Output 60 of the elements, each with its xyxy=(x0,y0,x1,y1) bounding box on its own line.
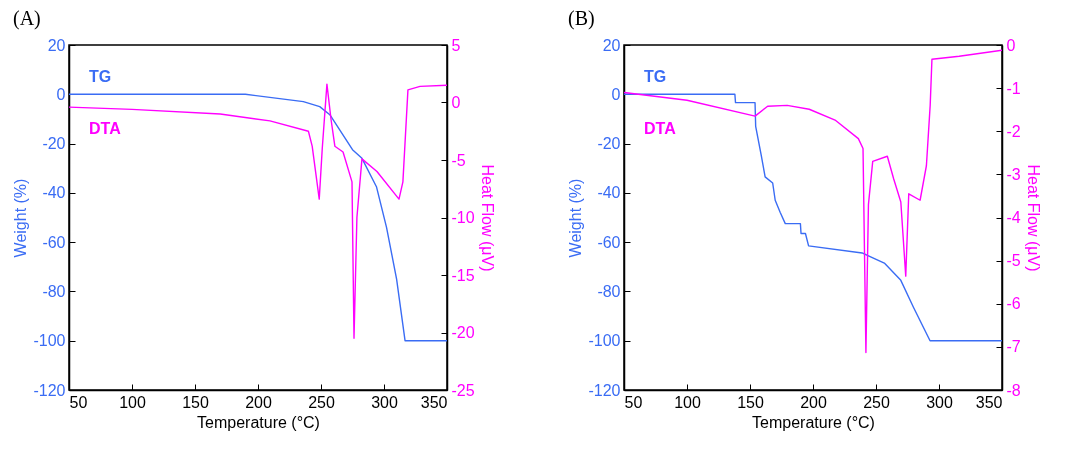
x-tick-label: 200 xyxy=(800,393,827,411)
x-tick-label: 300 xyxy=(371,393,398,411)
y-axis-title: Weight (%) xyxy=(12,178,30,258)
y2-tick-label: 0 xyxy=(1006,36,1016,54)
y2-tick-label: -1 xyxy=(1006,79,1021,97)
y-tick-label: 0 xyxy=(611,85,621,103)
y2-tick-label: -5 xyxy=(1006,252,1021,270)
series-label: DTA xyxy=(644,120,677,137)
x-tick-label: 50 xyxy=(69,393,88,411)
y-tick-label: -100 xyxy=(33,332,66,350)
y2-tick-label: -5 xyxy=(451,151,466,169)
y-tick-label: 20 xyxy=(602,36,621,54)
x-axis-title: Temperature (°C) xyxy=(752,413,875,431)
x-tick-label: 350 xyxy=(420,393,448,411)
x-tick-label: 100 xyxy=(674,393,701,411)
y-tick-label: 20 xyxy=(47,36,66,54)
y2-tick-label: 0 xyxy=(451,94,461,111)
y2-tick-label: -4 xyxy=(1006,209,1021,226)
series-label: TG xyxy=(89,68,112,85)
y2-tick-label: -10 xyxy=(451,209,475,226)
y-tick-label: -80 xyxy=(42,282,66,300)
x-tick-label: 100 xyxy=(119,393,146,411)
y-tick-label: -120 xyxy=(33,381,66,399)
x-tick-label: 300 xyxy=(926,393,953,411)
x-axis-title: Temperature (°C) xyxy=(197,413,320,431)
y-tick-label: -100 xyxy=(588,332,621,350)
series-label: TG xyxy=(644,68,667,85)
x-tick-label: 250 xyxy=(863,393,890,411)
x-tick-label: 200 xyxy=(245,393,272,411)
series-label: DTA xyxy=(89,120,122,137)
x-tick-label: 150 xyxy=(737,393,764,411)
x-tick-label: 150 xyxy=(182,393,209,411)
y-tick-label: -20 xyxy=(597,135,621,153)
y2-tick-label: -7 xyxy=(1006,338,1021,356)
chart-title: (B) xyxy=(567,7,595,30)
line-series xyxy=(624,93,1002,342)
y-tick-label: -40 xyxy=(42,184,66,202)
y2-tick-label: -20 xyxy=(451,324,475,341)
y2-tick-label: -6 xyxy=(1006,295,1021,313)
x-tick-label: 50 xyxy=(624,393,643,411)
y2-tick-label: -8 xyxy=(1006,381,1021,399)
y-tick-label: -80 xyxy=(597,282,621,300)
y-tick-label: -60 xyxy=(42,233,66,251)
y-tick-label: -120 xyxy=(588,381,621,399)
line-series xyxy=(624,49,1002,354)
y2-axis-title: Heat Flow (μV) xyxy=(478,164,496,272)
y2-tick-label: -3 xyxy=(1006,165,1021,183)
y-tick-label: -40 xyxy=(597,184,621,202)
x-tick-label: 250 xyxy=(308,393,335,411)
y-tick-label: -20 xyxy=(42,135,66,153)
chart-title: (A) xyxy=(12,7,41,30)
y-tick-label: 0 xyxy=(56,85,66,103)
y2-tick-label: -2 xyxy=(1006,122,1021,140)
y2-axis-title: Heat Flow (μV) xyxy=(1024,164,1042,272)
y-axis-title: Weight (%) xyxy=(567,178,585,258)
y2-tick-label: 5 xyxy=(451,36,461,54)
y2-tick-label: -25 xyxy=(451,381,475,399)
y-tick-label: -60 xyxy=(597,233,621,251)
y2-tick-label: -15 xyxy=(451,266,475,284)
x-tick-label: 350 xyxy=(975,393,1003,411)
